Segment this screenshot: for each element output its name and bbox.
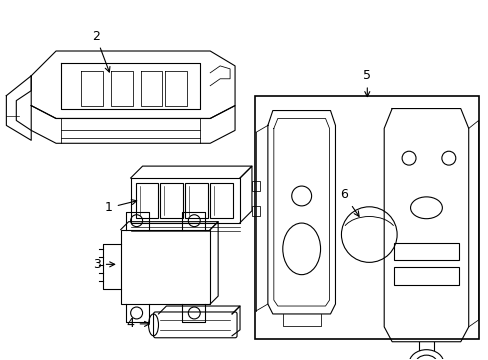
Bar [254,96,478,339]
Bar [160,183,183,218]
Bar [135,183,158,218]
Text: 4: 4 [126,318,149,330]
Bar [393,267,458,285]
Text: 3: 3 [93,258,115,271]
Text: 2: 2 [92,30,110,72]
Text: 5: 5 [363,69,370,96]
Bar [251,181,260,191]
Text: 6: 6 [340,188,358,216]
Bar [210,183,233,218]
Bar [393,243,458,260]
Bar [251,206,260,216]
Bar [185,183,208,218]
Text: 1: 1 [104,199,137,214]
Bar [121,230,210,304]
